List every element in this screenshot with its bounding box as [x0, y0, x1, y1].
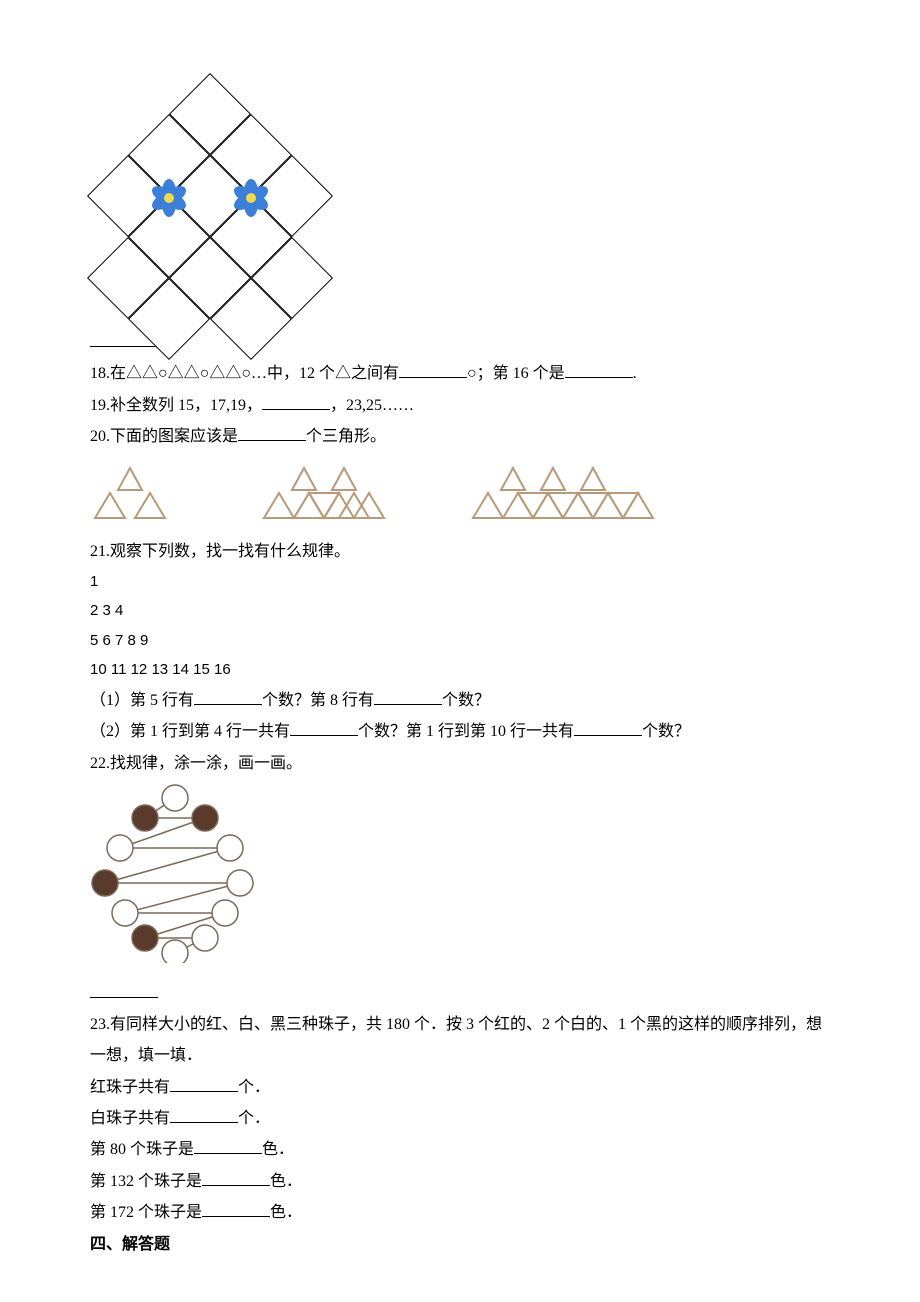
q23-white-label: 白珠子共有	[90, 1110, 170, 1127]
q21-row3: 5 6 7 8 9	[90, 627, 830, 656]
q18-end: .	[633, 365, 637, 382]
q21-row2: 2 3 4	[90, 597, 830, 626]
q23-p132-unit: 色．	[270, 1173, 302, 1190]
q21-sub2-a: （2）第 1 行到第 4 行一共有	[90, 723, 290, 740]
q23-white: 白珠子共有 个．	[90, 1104, 830, 1134]
q18-mid: ○；第 16 个是	[467, 365, 565, 382]
q18-prefix: 18.在△△○△△○△△○…中，12 个△之间有	[90, 365, 399, 382]
q21-sub1-a: （1）第 5 行有	[90, 692, 194, 709]
q23-p80: 第 80 个珠子是 色．	[90, 1135, 830, 1165]
q21-sub2: （2）第 1 行到第 4 行一共有 个数？第 1 行到第 10 行一共有 个数？	[90, 717, 830, 747]
q22-title: 22.找规律，涂一涂，画一画。	[90, 749, 830, 779]
q18-line: 18.在△△○△△○△△○…中，12 个△之间有 ○；第 16 个是.	[90, 359, 830, 389]
q21-sub2-blank1	[290, 720, 358, 736]
diamond-grid	[90, 84, 330, 324]
section-4-heading: 四、解答题	[90, 1230, 830, 1260]
q19-line: 19.补全数列 15，17,19， ，23,25……	[90, 391, 830, 421]
q23-red-blank	[170, 1076, 238, 1092]
q23-p172-unit: 色．	[270, 1204, 302, 1221]
q19-b: ，23,25……	[330, 397, 414, 414]
q23-red: 红珠子共有 个．	[90, 1073, 830, 1103]
q17-answer-line: 个	[90, 328, 830, 358]
q21-row4: 10 11 12 13 14 15 16	[90, 656, 830, 685]
q18-blank1	[399, 362, 467, 378]
q22-blank-line	[90, 979, 830, 1009]
q23-p132-label: 第 132 个珠子是	[90, 1173, 202, 1190]
q21-sub1-blank1	[194, 689, 262, 705]
q20-blank	[238, 425, 306, 441]
q21-sub2-c: 个数？	[642, 723, 690, 740]
q20-b: 个三角形。	[306, 428, 386, 445]
q20-line: 20.下面的图案应该是 个三角形。	[90, 422, 830, 452]
q19-a: 19.补全数列 15，17,19，	[90, 397, 262, 414]
q18-blank2	[565, 362, 633, 378]
q20-a: 20.下面的图案应该是	[90, 428, 238, 445]
q23-p172: 第 172 个珠子是 色．	[90, 1198, 830, 1228]
q23-p132: 第 132 个珠子是 色．	[90, 1167, 830, 1197]
tri-group-1	[90, 463, 200, 523]
q23-white-blank	[170, 1107, 238, 1123]
q21-sub2-blank2	[574, 720, 642, 736]
tri-group-2	[254, 463, 414, 523]
q22-figure	[90, 783, 830, 974]
q21-sub2-b: 个数？第 1 行到第 10 行一共有	[358, 723, 574, 740]
q23-red-unit: 个．	[238, 1079, 270, 1096]
q21-sub1-c: 个数？	[442, 692, 490, 709]
q21-sub1-b: 个数？第 8 行有	[262, 692, 374, 709]
q21-sub1: （1）第 5 行有 个数？第 8 行有 个数？	[90, 686, 830, 716]
q23-white-unit: 个．	[238, 1110, 270, 1127]
q23-p80-unit: 色．	[262, 1141, 294, 1158]
q23-l1: 23.有同样大小的红、白、黑三种珠子，共 180 个．按 3 个红的、2 个白的…	[90, 1010, 830, 1040]
q23-p80-blank	[194, 1138, 262, 1154]
q23-p172-blank	[202, 1201, 270, 1217]
q23-l2: 一想，填一填．	[90, 1041, 830, 1071]
q21-sub1-blank2	[374, 689, 442, 705]
q19-blank	[262, 394, 330, 410]
q23-p132-blank	[202, 1170, 270, 1186]
bead-svg	[90, 783, 260, 963]
q22-blank	[90, 982, 158, 998]
q23-p80-label: 第 80 个珠子是	[90, 1141, 194, 1158]
q23-red-label: 红珠子共有	[90, 1079, 170, 1096]
q23-p172-label: 第 172 个珠子是	[90, 1204, 202, 1221]
q17-figure	[90, 84, 830, 324]
tri-group-3	[468, 463, 668, 523]
triangle-row	[90, 463, 830, 523]
q21-row1: 1	[90, 568, 830, 597]
q21-title: 21.观察下列数，找一找有什么规律。	[90, 537, 830, 567]
